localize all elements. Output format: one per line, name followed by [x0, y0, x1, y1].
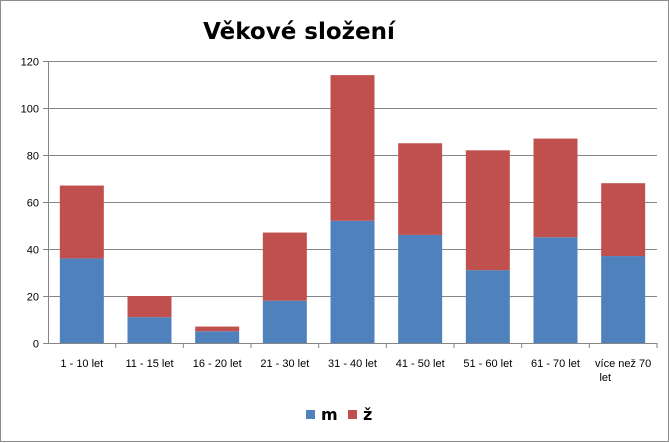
bar-m-5	[330, 220, 375, 343]
x-tick-label: 51 - 60 let	[463, 358, 512, 370]
x-tick-label: 16 - 20 let	[193, 358, 242, 370]
y-tick-label: 0	[33, 339, 39, 351]
bar-m-7	[465, 270, 510, 343]
bar-z-8	[533, 138, 578, 238]
x-tick-label: 11 - 15 let	[125, 358, 173, 370]
x-tick-label: 1 - 10 let	[60, 358, 103, 370]
legend-swatch-m	[306, 410, 315, 419]
bar-z-6	[398, 143, 443, 235]
x-tick-label: více než 70 let	[595, 358, 651, 384]
x-tick-label: 21 - 30 let	[260, 358, 309, 370]
bar-z-5	[330, 75, 375, 221]
bar-z-9	[601, 183, 646, 257]
bar-m-8	[533, 237, 578, 343]
x-tick-label: 41 - 50 let	[396, 358, 445, 370]
bar-z-2	[127, 296, 172, 318]
y-tick-label: 80	[27, 151, 39, 163]
y-tick-labels: 0 20 40 60 80 100 120	[21, 57, 39, 351]
legend-label-z: ž	[363, 405, 372, 424]
y-tick-label: 100	[21, 104, 39, 116]
x-tick-labels: 1 - 10 let 11 - 15 let 16 - 20 let 21 - 30 …	[60, 358, 651, 384]
bar-m-3	[195, 331, 240, 343]
y-tick-label: 120	[21, 57, 39, 69]
y-tick-label: 20	[27, 292, 39, 304]
legend-label-m: m	[321, 405, 338, 424]
y-tick-label: 40	[27, 245, 39, 257]
x-tick-label: 61 - 70 let	[531, 358, 580, 370]
bars	[59, 75, 646, 343]
chart-title: Věkové složení	[203, 19, 396, 45]
bar-z-1	[59, 185, 104, 259]
bar-m-1	[59, 258, 104, 343]
y-tick-label: 60	[27, 198, 39, 210]
bar-m-6	[398, 234, 443, 343]
bar-m-4	[262, 300, 307, 343]
legend-swatch-z	[348, 410, 357, 419]
bar-z-4	[262, 232, 307, 301]
bar-m-9	[601, 256, 646, 343]
x-tick-label: 31 - 40 let	[328, 358, 377, 370]
bar-z-3	[195, 326, 240, 332]
bar-m-2	[127, 317, 172, 343]
bar-z-7	[465, 150, 510, 271]
